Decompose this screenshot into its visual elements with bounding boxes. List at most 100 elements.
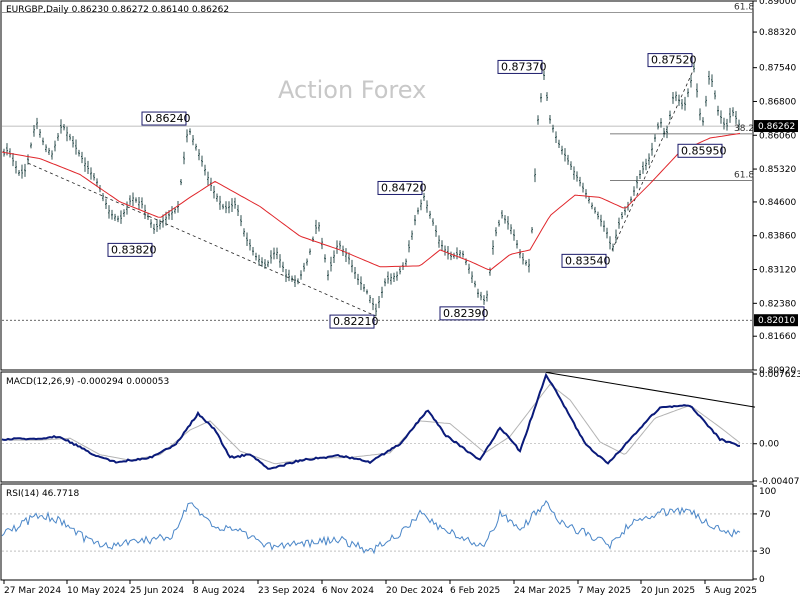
price-bar (390, 273, 392, 285)
price-bar (459, 250, 461, 258)
price-bar (597, 211, 599, 220)
price-bar (375, 303, 377, 317)
price-bar (363, 283, 365, 292)
price-bar (708, 70, 710, 85)
price-bar (441, 240, 443, 252)
price-bar (666, 125, 668, 139)
x-tick-label: 7 May 2025 (578, 586, 631, 596)
price-bar (213, 185, 215, 199)
price-bar (291, 275, 293, 282)
price-bar (189, 128, 191, 135)
price-bar (285, 268, 287, 283)
price-bar (738, 119, 740, 131)
price-bar (609, 236, 611, 250)
fibo-label: 61.8 (734, 170, 754, 180)
price-bar (711, 74, 713, 88)
price-bar (15, 160, 17, 174)
price-bar (120, 210, 122, 224)
price-bar (354, 266, 356, 279)
y-tick-label: 0.89000 (759, 0, 796, 7)
price-bar (351, 259, 353, 273)
y-tick-label: 30 (759, 547, 771, 557)
price-bar (102, 193, 104, 202)
price-bar (450, 251, 452, 261)
moving-average-line (1, 132, 741, 271)
price-bar (309, 248, 311, 255)
price-bar (645, 158, 647, 171)
price-label: 0.83540 (561, 253, 611, 268)
price-bar (201, 155, 203, 167)
price-bar (618, 217, 620, 229)
price-bar (414, 214, 416, 226)
price-bar (552, 124, 554, 133)
price-label-box (107, 242, 153, 257)
price-bar (150, 219, 152, 228)
price-bar (435, 225, 437, 237)
price-label-box (329, 314, 375, 329)
price-bar (525, 260, 527, 266)
price-bar (192, 135, 194, 146)
price-label: 0.87520 (647, 53, 697, 68)
price-bar (138, 197, 140, 210)
y-tick-label: 0.85320 (759, 165, 796, 175)
price-label: 0.86240 (141, 111, 191, 126)
price-label-text: 0.86240 (145, 112, 191, 125)
price-bar (675, 91, 677, 102)
price-bar (573, 166, 575, 180)
price-bar (558, 139, 560, 148)
price-bar (699, 108, 701, 121)
price-bar (90, 167, 92, 180)
price-bar (468, 263, 470, 274)
price-bar (630, 196, 632, 203)
price-bar (372, 298, 374, 311)
price-bar (651, 142, 653, 156)
price-bar (723, 117, 725, 130)
price-bar (159, 219, 161, 230)
price-label-box (377, 180, 423, 195)
price-bar (261, 257, 263, 267)
price-bar (381, 286, 383, 298)
price-bar (462, 250, 464, 258)
price-bar (48, 147, 50, 155)
price-bar (180, 178, 182, 186)
fibo-label: 61.8 (734, 2, 754, 12)
price-label: 0.82210 (329, 314, 379, 329)
y-tick-label: 0 (759, 575, 765, 585)
price-bar (141, 197, 143, 209)
price-bar (504, 215, 506, 224)
price-bar (648, 153, 650, 166)
x-tick-label: 24 Mar 2025 (514, 586, 571, 596)
price-label-box (141, 111, 187, 126)
price-bar (258, 254, 260, 266)
price-bar (240, 215, 242, 227)
price-bar (705, 95, 707, 107)
price-bar (585, 189, 587, 199)
price-bar (231, 198, 233, 212)
price-bar (75, 139, 77, 155)
price-label: 0.84720 (377, 180, 427, 195)
price-bar (408, 240, 410, 253)
price-bar (369, 295, 371, 304)
price-bar (303, 262, 305, 272)
price-bar (498, 219, 500, 227)
x-tick-label: 8 Aug 2024 (193, 586, 245, 596)
x-tick-label: 23 Sep 2024 (258, 586, 315, 596)
price-bar (93, 173, 95, 181)
macd-title: MACD(12,26,9) -0.000294 0.000053 (6, 377, 169, 387)
price-bar (132, 192, 134, 207)
price-bar (546, 92, 548, 101)
price-label-text: 0.85950 (681, 144, 727, 157)
price-bar (672, 91, 674, 104)
y-tick-label: 0.84600 (759, 198, 796, 208)
price-bar (123, 209, 125, 217)
price-bar (501, 210, 503, 219)
price-bar (594, 206, 596, 214)
price-bar (54, 140, 56, 152)
price-bar (357, 273, 359, 285)
price-bar (615, 229, 617, 243)
price-bar (411, 230, 413, 240)
price-bar (582, 182, 584, 193)
price-bar (39, 129, 41, 138)
current-price-tag (754, 120, 798, 133)
price-bar (600, 214, 602, 227)
